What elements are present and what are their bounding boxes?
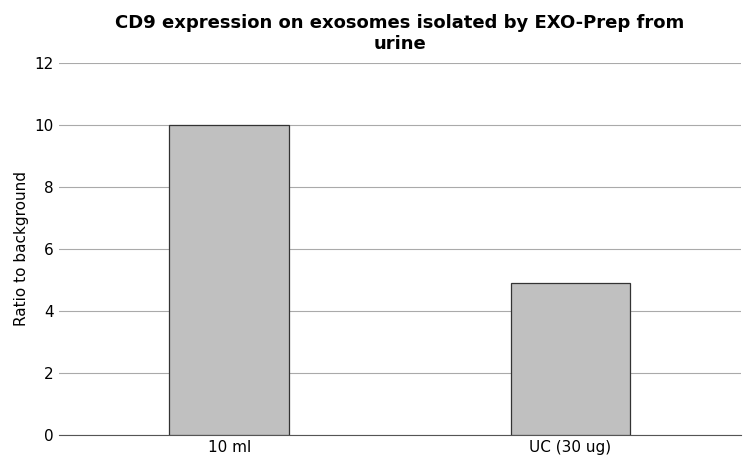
Bar <box>510 283 630 435</box>
Y-axis label: Ratio to background: Ratio to background <box>14 171 29 326</box>
Bar <box>169 125 289 435</box>
Title: CD9 expression on exosomes isolated by EXO-Prep from
urine: CD9 expression on exosomes isolated by E… <box>116 14 685 53</box>
